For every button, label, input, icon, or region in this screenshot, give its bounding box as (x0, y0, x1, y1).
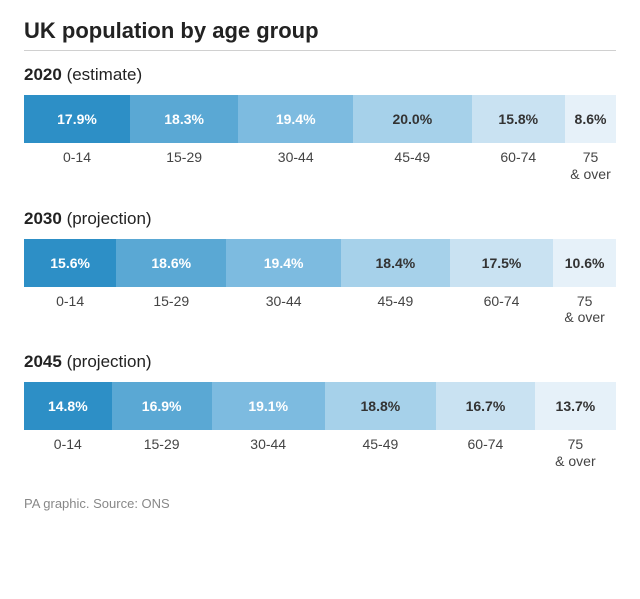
category-label: 75 & over (553, 293, 616, 327)
bar-segment: 13.7% (535, 382, 616, 430)
bar-segment: 16.7% (436, 382, 535, 430)
stacked-bar: 15.6%18.6%19.4%18.4%17.5%10.6% (24, 239, 616, 287)
bar-segment: 19.4% (238, 95, 353, 143)
bar-segment: 18.3% (130, 95, 238, 143)
series-header: 2045 (projection) (24, 352, 616, 372)
bar-segment: 16.9% (112, 382, 212, 430)
category-label: 45-49 (353, 149, 471, 183)
category-label: 30-44 (238, 149, 353, 183)
bar-segment: 20.0% (353, 95, 471, 143)
category-label: 60-74 (472, 149, 566, 183)
category-labels: 0-1415-2930-4445-4960-7475 & over (24, 293, 616, 327)
series-note: (projection) (67, 209, 152, 228)
category-label: 30-44 (212, 436, 325, 470)
stacked-bar: 14.8%16.9%19.1%18.8%16.7%13.7% (24, 382, 616, 430)
category-label: 75 & over (535, 436, 616, 470)
series-note: (projection) (67, 352, 152, 371)
chart-title: UK population by age group (24, 18, 616, 44)
bar-segment: 19.4% (226, 239, 341, 287)
category-label: 60-74 (450, 293, 553, 327)
bar-segment: 17.5% (450, 239, 553, 287)
category-label: 15-29 (130, 149, 238, 183)
category-label: 45-49 (325, 436, 436, 470)
bar-segment: 15.6% (24, 239, 116, 287)
series-header: 2030 (projection) (24, 209, 616, 229)
chart-footer: PA graphic. Source: ONS (24, 496, 616, 511)
series-year: 2030 (24, 209, 62, 228)
population-chart: UK population by age group 2020 (estimat… (0, 0, 640, 523)
series-2030: 2030 (projection) 15.6%18.6%19.4%18.4%17.… (24, 209, 616, 327)
bar-segment: 10.6% (553, 239, 616, 287)
bar-segment: 15.8% (472, 95, 566, 143)
category-label: 0-14 (24, 436, 112, 470)
series-header: 2020 (estimate) (24, 65, 616, 85)
category-labels: 0-1415-2930-4445-4960-7475 & over (24, 149, 616, 183)
series-year: 2020 (24, 65, 62, 84)
category-label: 45-49 (341, 293, 450, 327)
bar-segment: 19.1% (212, 382, 325, 430)
category-label: 30-44 (226, 293, 341, 327)
bar-segment: 14.8% (24, 382, 112, 430)
bar-segment: 17.9% (24, 95, 130, 143)
series-2045: 2045 (projection) 14.8%16.9%19.1%18.8%16.… (24, 352, 616, 470)
category-label: 15-29 (116, 293, 226, 327)
bar-segment: 18.4% (341, 239, 450, 287)
category-label: 0-14 (24, 293, 116, 327)
bar-segment: 8.6% (565, 95, 616, 143)
category-label: 60-74 (436, 436, 535, 470)
series-container: 2020 (estimate)17.9%18.3%19.4%20.0%15.8%… (24, 65, 616, 470)
bar-segment: 18.6% (116, 239, 226, 287)
bar-segment: 18.8% (325, 382, 436, 430)
series-2020: 2020 (estimate) 17.9%18.3%19.4%20.0%15.8%… (24, 65, 616, 183)
stacked-bar: 17.9%18.3%19.4%20.0%15.8%8.6% (24, 95, 616, 143)
category-label: 15-29 (112, 436, 212, 470)
title-divider (24, 50, 616, 51)
series-note: (estimate) (67, 65, 143, 84)
series-year: 2045 (24, 352, 62, 371)
category-labels: 0-1415-2930-4445-4960-7475 & over (24, 436, 616, 470)
category-label: 0-14 (24, 149, 130, 183)
category-label: 75 & over (565, 149, 616, 183)
